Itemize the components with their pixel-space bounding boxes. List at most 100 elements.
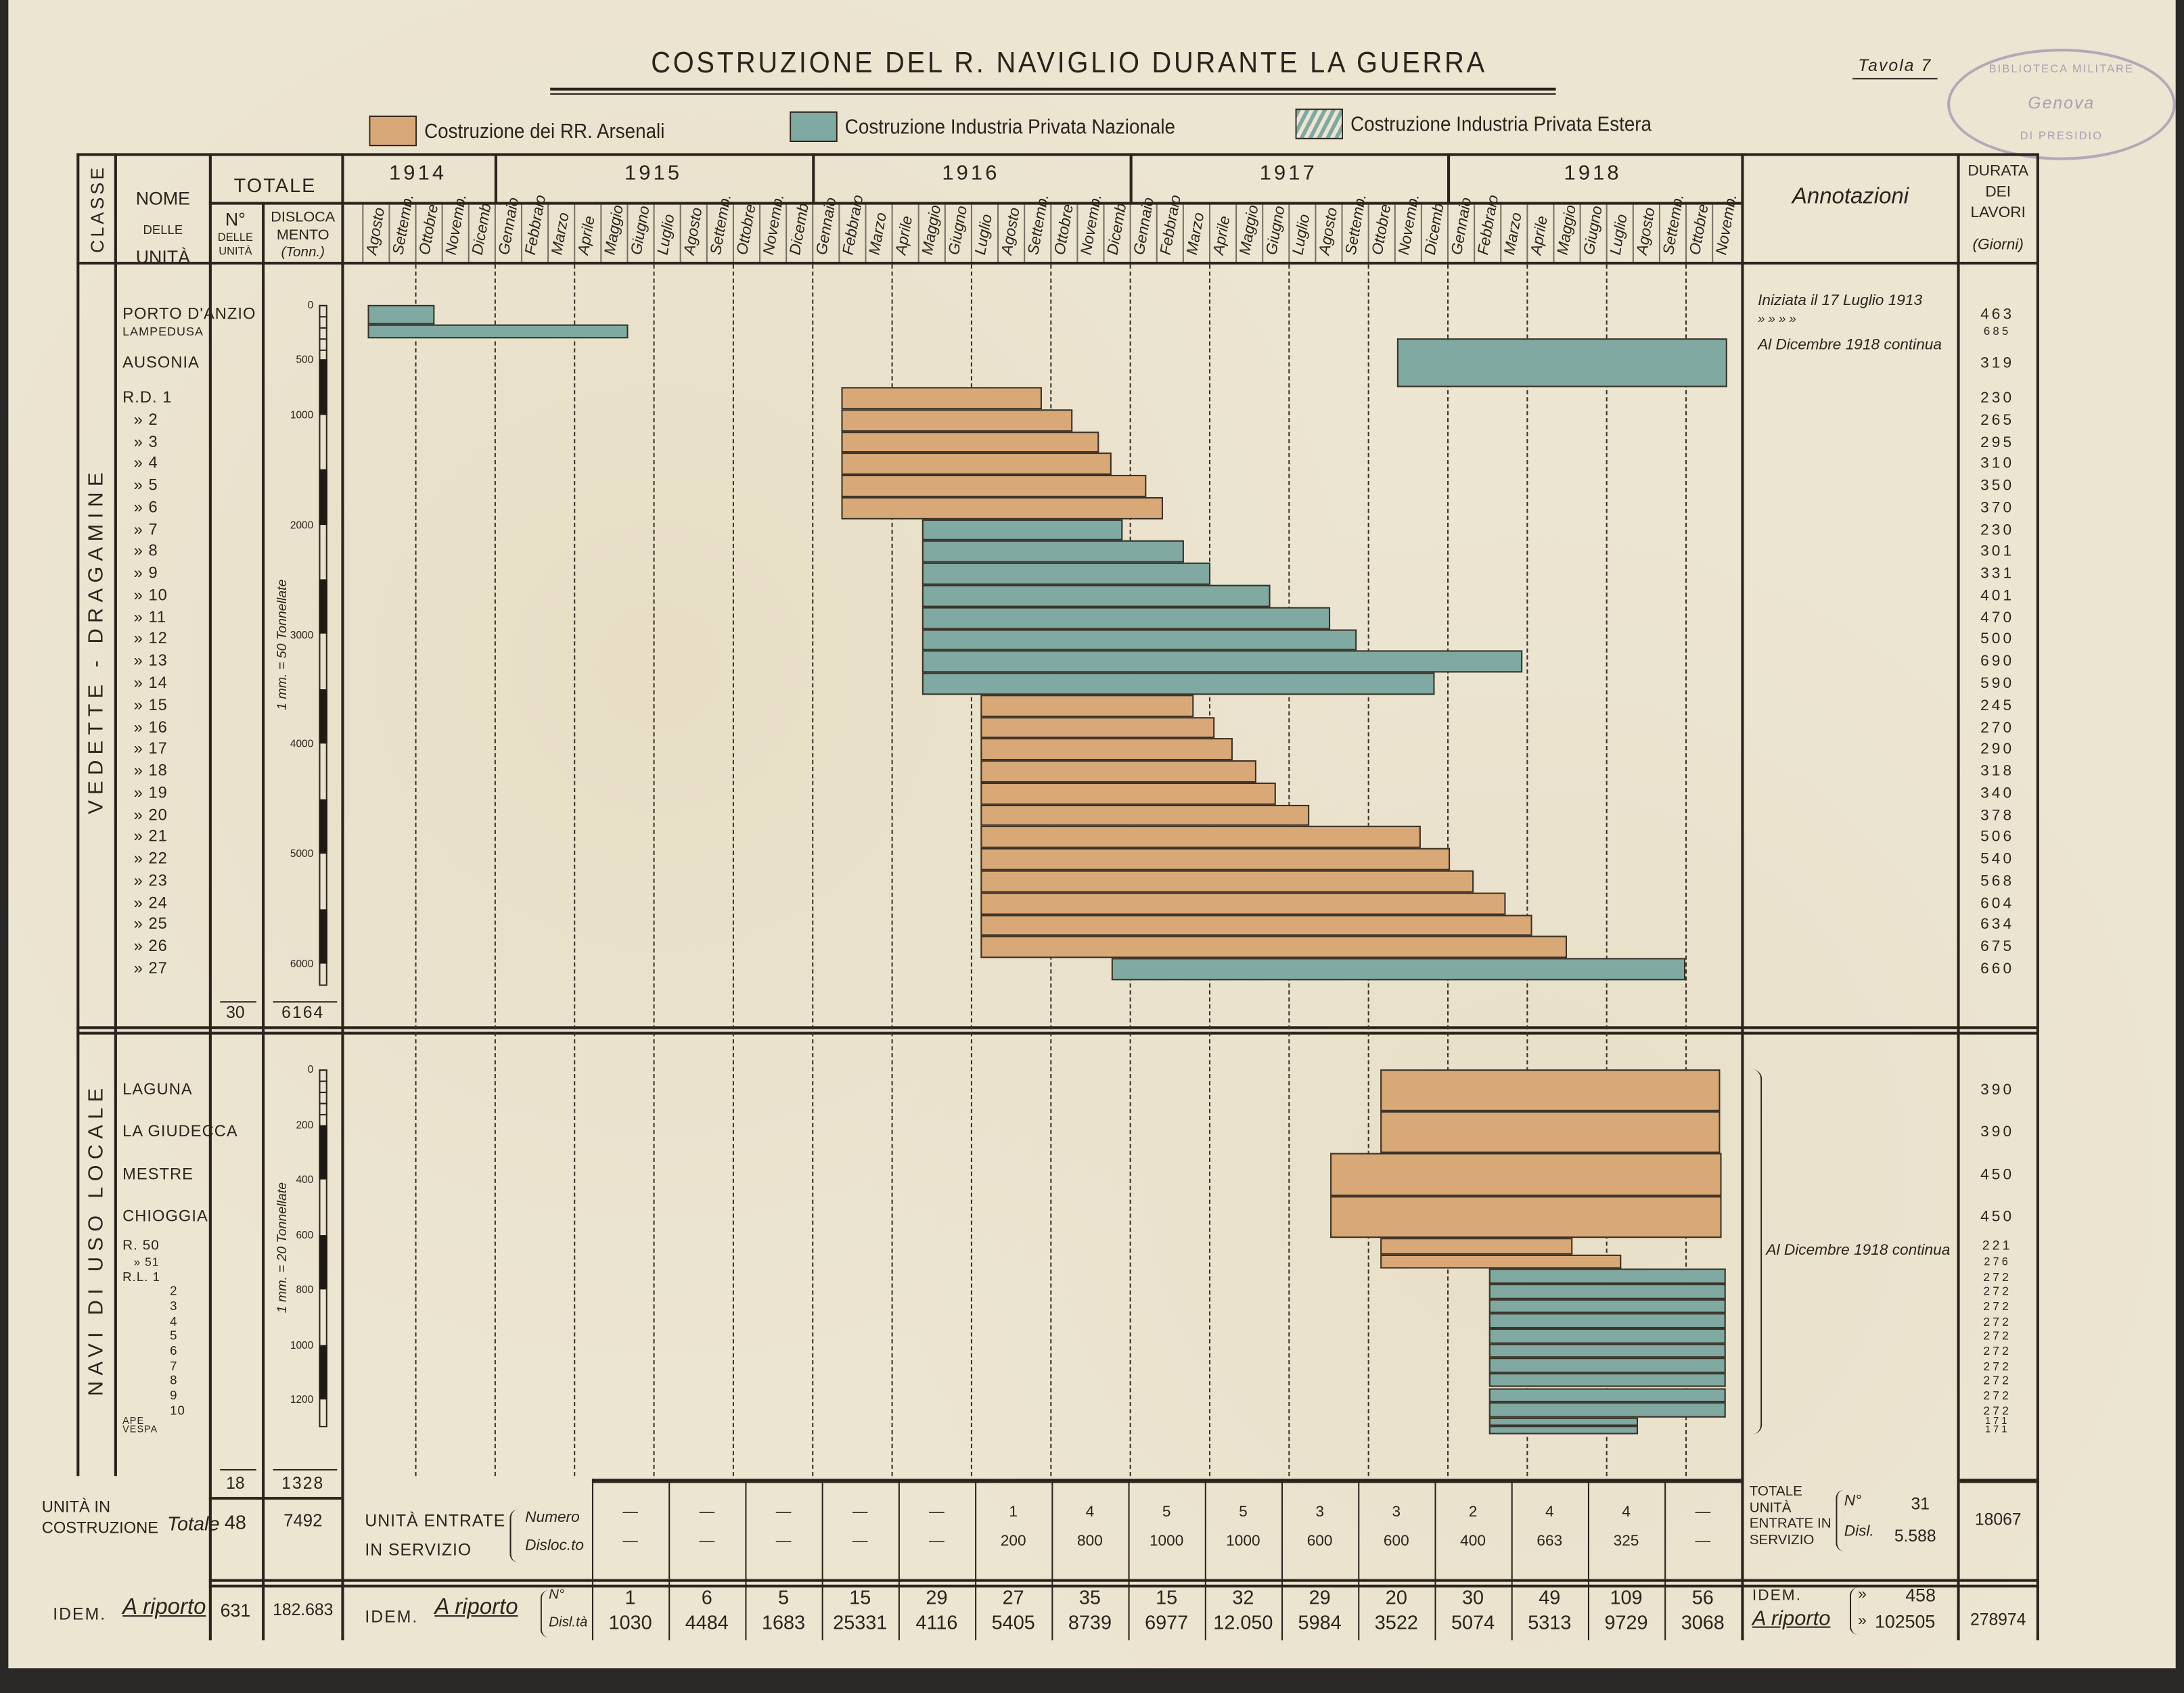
footer-totale-entrate-disl-label: Disl. [1844, 1523, 1874, 1540]
month-divider [997, 203, 999, 262]
ship-duration: 660 [1980, 960, 2015, 978]
footer-riporto-durata: 278974 [1970, 1609, 2026, 1629]
riporto-disl: 3522 [1374, 1610, 1418, 1633]
entrate-disloc: — [622, 1533, 638, 1550]
scale-tick-label: 200 [296, 1118, 314, 1131]
scale-block-white [319, 1289, 327, 1344]
ship-name: » 14 [133, 675, 168, 693]
month-divider [1156, 203, 1158, 262]
header-numero: N° [225, 208, 246, 230]
annotation-text: Al Dicembre 1918 continua [1758, 337, 1942, 354]
ship-duration: 401 [1980, 587, 2015, 605]
month-divider [1500, 203, 1501, 262]
scale-subtick [319, 316, 327, 317]
footer-totale-entrate-n: 31 [1911, 1493, 1930, 1514]
riporto-disl: 5984 [1298, 1610, 1342, 1633]
ship-name: 6 [170, 1343, 178, 1358]
scale-tick-label: 5000 [290, 848, 314, 860]
legend-swatch-hatched [1295, 108, 1343, 139]
year-divider [812, 153, 815, 202]
ship-bar [922, 563, 1210, 585]
riporto-n: 20 [1385, 1585, 1407, 1608]
footer-brace [1849, 1587, 1858, 1635]
ship-duration: 272 [1983, 1388, 2011, 1402]
month-divider [1076, 203, 1078, 262]
ship-duration: 230 [1980, 521, 2015, 538]
ship-name: » 26 [133, 938, 168, 956]
month-divider [1288, 203, 1290, 262]
riporto-disl: 8739 [1068, 1610, 1112, 1633]
ship-duration: 319 [1980, 354, 2015, 372]
month-divider [600, 203, 601, 262]
ship-duration: 272 [1983, 1299, 2011, 1314]
ship-bar [1489, 1268, 1726, 1284]
ship-duration: 470 [1980, 609, 2015, 626]
ship-bar [1489, 1298, 1726, 1314]
scale-block-black [319, 1124, 327, 1180]
scale-block-white [319, 415, 327, 469]
month-divider [627, 203, 629, 262]
ship-duration: 272 [1983, 1403, 2011, 1417]
riporto-n: 15 [1156, 1585, 1178, 1608]
footer-in-costruzione-label: UNITÀ IN COSTRUZIONE [41, 1500, 159, 1537]
entrate-numero: — [775, 1504, 792, 1521]
ship-bar [842, 475, 1147, 497]
ship-name: » 7 [133, 521, 158, 538]
annotation-text: Iniziata il 17 Luglio 1913 [1758, 292, 1923, 310]
scale-tick-label: 6000 [290, 957, 314, 970]
footer-totale-displacement: 7492 [283, 1510, 323, 1531]
month-divider [1526, 203, 1528, 262]
ship-duration: 634 [1980, 917, 2015, 934]
scale-subtick [319, 1091, 327, 1093]
ship-duration: 450 [1980, 1209, 2015, 1226]
ship-bar [980, 738, 1233, 761]
ship-name: VESPA [122, 1425, 158, 1436]
gridline-dashed [494, 264, 496, 1477]
ship-duration: 450 [1980, 1166, 2015, 1183]
ship-duration: 272 [1983, 1343, 2011, 1358]
legend-swatch-teal [790, 111, 838, 142]
ship-bar [1489, 1417, 1638, 1427]
month-divider [758, 203, 760, 262]
ship-duration: 272 [1983, 1373, 2011, 1387]
month-divider [1658, 203, 1660, 262]
ship-name: » 8 [133, 543, 158, 561]
ship-name: CHIOGGIA [122, 1209, 208, 1226]
column-divider [668, 1479, 670, 1641]
riporto-disl: 9729 [1604, 1610, 1648, 1633]
entrate-numero: 4 [1622, 1504, 1631, 1521]
ship-name: 9 [170, 1388, 178, 1402]
ship-bar [980, 936, 1568, 958]
month-divider [1341, 203, 1343, 262]
header-tonn: (Tonn.) [281, 245, 325, 260]
month-divider [1553, 203, 1555, 262]
header-durata: DURATA DEI LAVORI [1967, 162, 2029, 221]
header-annotazioni: Annotazioni [1792, 185, 1909, 209]
ship-name: » 17 [133, 741, 168, 758]
column-divider [1128, 1479, 1130, 1641]
scale-block-black [319, 359, 327, 415]
riporto-n: 109 [1610, 1585, 1643, 1608]
ship-bar [922, 584, 1271, 607]
ship-bar [980, 826, 1421, 849]
ship-name: » 10 [133, 587, 168, 605]
month-divider [944, 203, 946, 262]
ship-bar [980, 716, 1215, 739]
column-divider [1511, 1479, 1513, 1641]
ship-duration: 245 [1980, 697, 2015, 714]
footer-totale-units: 48 [224, 1510, 246, 1533]
header-numero-sub: DELLE UNITÀ [217, 231, 254, 258]
ship-duration: 310 [1980, 455, 2015, 473]
gridline-dashed [653, 264, 655, 1477]
month-divider [891, 203, 893, 262]
ship-name: LAGUNA [122, 1082, 193, 1098]
ship-duration: 675 [1980, 938, 2015, 956]
ship-duration: 276 [1984, 1255, 2011, 1268]
header-totale: TOTALE [233, 174, 317, 197]
column-divider [821, 1479, 823, 1641]
footer-numero-label: Numero [525, 1509, 580, 1527]
ship-name: » 4 [133, 455, 158, 473]
legend-privata-estera: Costruzione Industria Privata Estera [1295, 108, 1652, 139]
year-label: 1916 [942, 161, 1000, 185]
header-nome: NOME [135, 187, 191, 209]
